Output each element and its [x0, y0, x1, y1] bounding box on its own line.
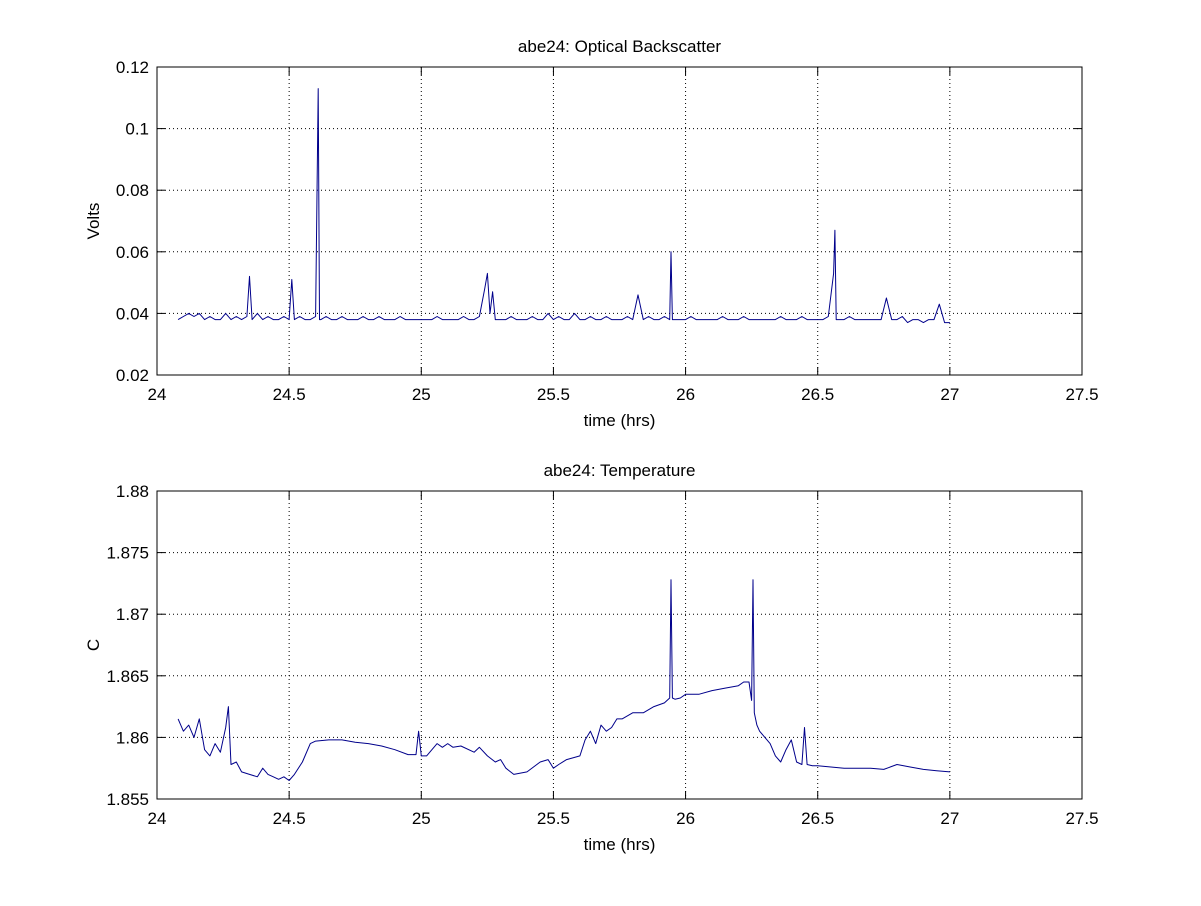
- x-tick-label: 25.5: [537, 385, 570, 404]
- series-line: [177, 579, 950, 781]
- series-layer: [177, 579, 950, 781]
- x-tick-label: 24.5: [273, 385, 306, 404]
- x-tick-label: 26.5: [801, 385, 834, 404]
- y-tick-label: 0.1: [125, 120, 149, 139]
- y-tick-label: 0.02: [116, 366, 149, 385]
- plot-area-frame: [156, 490, 1083, 800]
- x-tick-label: 27.5: [1065, 385, 1098, 404]
- panel-optical-backscatter: 24 24.5 25 25.5 26 26.5 27 27.5 0.02 0.04 0.06 0.08…: [84, 37, 1099, 430]
- axis-ticks: [156, 490, 1083, 800]
- y-tick-label: 1.86: [116, 728, 149, 747]
- x-tick-label: 24: [148, 809, 167, 828]
- x-tick-label: 25: [412, 809, 431, 828]
- x-tick-label: 25.5: [537, 809, 570, 828]
- plot-area-frame: [156, 66, 1083, 376]
- x-tick-label: 27: [940, 809, 959, 828]
- y-tick-label: 1.865: [106, 667, 149, 686]
- chart-title: abe24: Temperature: [544, 461, 696, 480]
- grid-lines: [157, 67, 1082, 375]
- x-tick-label: 25: [412, 385, 431, 404]
- y-tick-label: 1.855: [106, 790, 149, 809]
- x-tick-label: 27: [940, 385, 959, 404]
- x-tick-label: 26.5: [801, 809, 834, 828]
- x-tick-label: 24: [148, 385, 167, 404]
- y-tick-label: 0.12: [116, 58, 149, 77]
- y-tick-label: 1.88: [116, 482, 149, 501]
- y-tick-label: 0.04: [116, 304, 149, 323]
- tick-labels: 24 24.5 25 25.5 26 26.5 27 27.5 1.855 1.86 1.865 1.…: [106, 482, 1098, 828]
- y-tick-label: 1.875: [106, 544, 149, 563]
- chart-title: abe24: Optical Backscatter: [518, 37, 722, 56]
- series-layer: [177, 88, 950, 324]
- axis-ticks: [156, 66, 1083, 376]
- tick-labels: 24 24.5 25 25.5 26 26.5 27 27.5 0.02 0.04 0.06 0.08…: [116, 58, 1099, 404]
- grid-lines: [157, 491, 1082, 799]
- y-tick-label: 1.87: [116, 605, 149, 624]
- series-line: [177, 88, 950, 324]
- x-tick-label: 26: [676, 385, 695, 404]
- x-axis-label: time (hrs): [584, 411, 656, 430]
- panel-temperature: 24 24.5 25 25.5 26 26.5 27 27.5 1.855 1.86 1.865 1.…: [84, 461, 1099, 854]
- x-tick-label: 26: [676, 809, 695, 828]
- y-axis-label: Volts: [84, 203, 103, 240]
- y-tick-label: 0.08: [116, 181, 149, 200]
- x-axis-label: time (hrs): [584, 835, 656, 854]
- x-tick-label: 27.5: [1065, 809, 1098, 828]
- y-axis-label: C: [84, 639, 103, 651]
- y-tick-label: 0.06: [116, 243, 149, 262]
- x-tick-label: 24.5: [273, 809, 306, 828]
